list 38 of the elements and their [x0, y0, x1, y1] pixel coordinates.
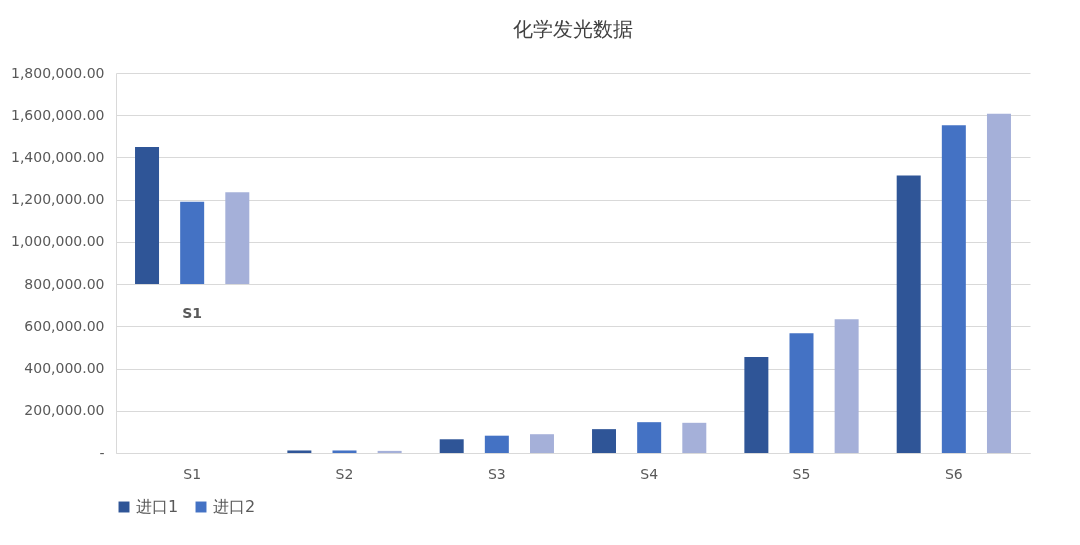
bar [287, 450, 312, 453]
bar [135, 146, 160, 285]
bar [896, 175, 921, 453]
y-tick-label: 1,800,000.00 [10, 64, 105, 81]
annotation: S1 [182, 305, 203, 322]
y-tick-label: - [99, 444, 105, 461]
bar [637, 422, 662, 453]
legend-label: 进口1 [136, 497, 179, 516]
x-tick-label: S5 [792, 465, 811, 482]
x-tick-label: S1 [183, 465, 202, 482]
y-tick-label: 400,000.00 [24, 360, 105, 377]
y-tick-label: 1,600,000.00 [10, 106, 105, 123]
bar [592, 429, 617, 453]
x-tick-label: S4 [640, 465, 659, 482]
bar [377, 450, 402, 453]
bar [439, 439, 464, 453]
bar [789, 333, 814, 453]
bar [744, 356, 769, 453]
chart-title: 化学发光数据 [513, 17, 633, 41]
y-tick-label: 1,400,000.00 [10, 148, 105, 165]
bar [180, 201, 205, 285]
x-tick-label: S6 [944, 465, 963, 482]
bar [682, 422, 707, 453]
bar [484, 435, 509, 453]
bar [225, 192, 250, 285]
bar [941, 125, 966, 453]
y-tick-label: 800,000.00 [24, 275, 105, 292]
bar [332, 450, 357, 453]
y-tick-label: 200,000.00 [24, 402, 105, 419]
bar [834, 319, 859, 453]
x-tick-label: S3 [487, 465, 506, 482]
bar [529, 434, 554, 453]
y-tick-label: 1,200,000.00 [10, 191, 105, 208]
legend-label: 进口2 [213, 497, 256, 516]
y-tick-label: 1,000,000.00 [10, 233, 105, 250]
bar [986, 113, 1011, 453]
y-tick-label: 600,000.00 [24, 317, 105, 334]
x-tick-label: S2 [335, 465, 354, 482]
